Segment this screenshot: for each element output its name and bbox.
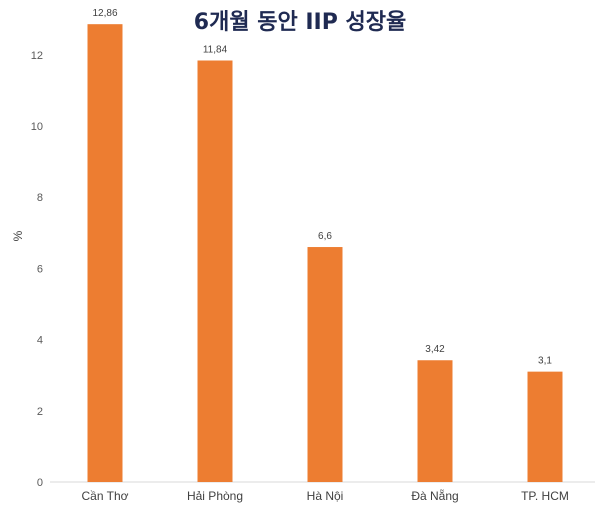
- bar: [307, 247, 343, 482]
- y-tick-label: 6: [37, 263, 43, 275]
- category-label: Đà Nẵng: [411, 488, 458, 503]
- bar: [417, 360, 453, 482]
- bar: [197, 60, 233, 482]
- x-axis-categories: Cần Thơ Hải Phòng Hà Nội Đà Nẵng TP. HCM: [81, 488, 568, 503]
- y-tick-label: 10: [31, 121, 43, 133]
- y-tick-label: 12: [31, 50, 43, 62]
- chart-title: 6개월 동안 IIP 성장율: [193, 10, 407, 35]
- data-label: 3,1: [538, 356, 552, 367]
- y-axis-ticks: 0 2 4 6 8 10 12: [31, 50, 43, 489]
- bar: [527, 371, 563, 482]
- data-label: 11,84: [203, 44, 228, 55]
- category-label: Hải Phòng: [187, 489, 243, 503]
- data-label: 3,42: [425, 344, 445, 355]
- bar: [87, 24, 123, 483]
- y-axis-label: %: [11, 230, 25, 241]
- data-label: 6,6: [318, 231, 332, 242]
- category-label: TP. HCM: [521, 489, 569, 503]
- y-tick-label: 8: [37, 192, 43, 204]
- category-label: Hà Nội: [307, 489, 344, 503]
- y-tick-label: 4: [37, 335, 43, 347]
- y-tick-label: 0: [37, 477, 43, 489]
- bars: [87, 24, 563, 483]
- data-label: 12,86: [92, 8, 117, 19]
- data-labels: 12,86 11,84 6,6 3,42 3,1: [92, 8, 552, 366]
- y-tick-label: 2: [37, 406, 43, 418]
- category-label: Cần Thơ: [81, 489, 128, 503]
